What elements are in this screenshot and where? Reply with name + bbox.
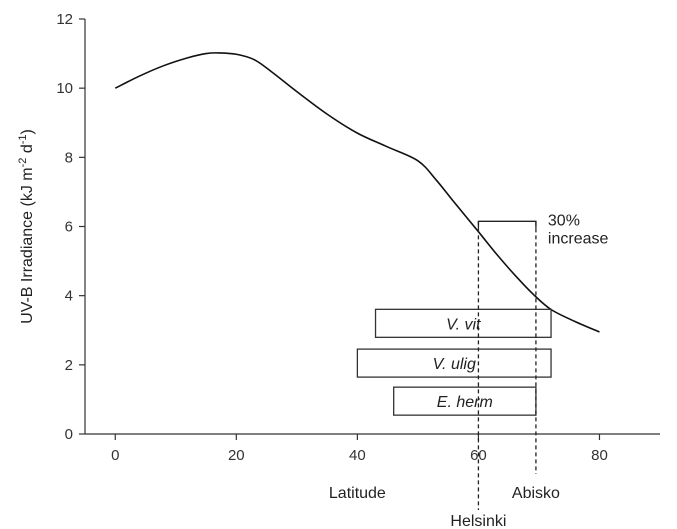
y-tick-label: 12	[56, 11, 73, 28]
increase-bracket	[477, 220, 537, 229]
x-tick-label: 20	[228, 447, 245, 464]
y-tick-label: 0	[65, 426, 73, 443]
y-tick-label: 6	[65, 219, 73, 236]
range-box	[393, 386, 537, 416]
x-tick-label: 40	[349, 447, 366, 464]
y-axis-label-part: UV-B Irradiance (kJ m	[19, 167, 36, 323]
y-axis-label-superscript: -2	[17, 158, 29, 168]
increase-annotation-line2: increase	[548, 230, 609, 247]
range-label: V. ulig	[433, 356, 476, 373]
x-tick-label: 80	[591, 447, 608, 464]
x-axis-label: Latitude	[329, 485, 386, 502]
marks-layer: V. vit V. ulig E. herm	[114, 52, 600, 416]
y-axis-label-superscript: -1	[17, 134, 29, 144]
increase-annotation-line1: 30%	[548, 212, 580, 229]
y-tick-label: 10	[56, 80, 73, 97]
y-tick-label: 4	[65, 288, 73, 305]
y-axis-label-part: d	[19, 144, 36, 157]
range-label: E. herm	[437, 394, 493, 411]
y-axis-label: UV-B Irradiance (kJ m-2 d-1)	[17, 129, 36, 324]
y-tick-label: 8	[65, 149, 73, 166]
uvb-irradiance-curve	[114, 52, 600, 333]
range-label: V. vit	[446, 316, 481, 333]
range-box	[374, 308, 552, 338]
x-tick-label: 0	[111, 447, 119, 464]
y-axis-label-part: )	[19, 129, 36, 134]
range-box	[356, 348, 552, 378]
y-tick-label: 2	[65, 357, 73, 374]
helsinki-label: Helsinki	[450, 513, 506, 529]
abisko-label: Abisko	[512, 485, 560, 502]
annotation-layer: Helsinki Abisko 30%increase	[450, 212, 608, 529]
